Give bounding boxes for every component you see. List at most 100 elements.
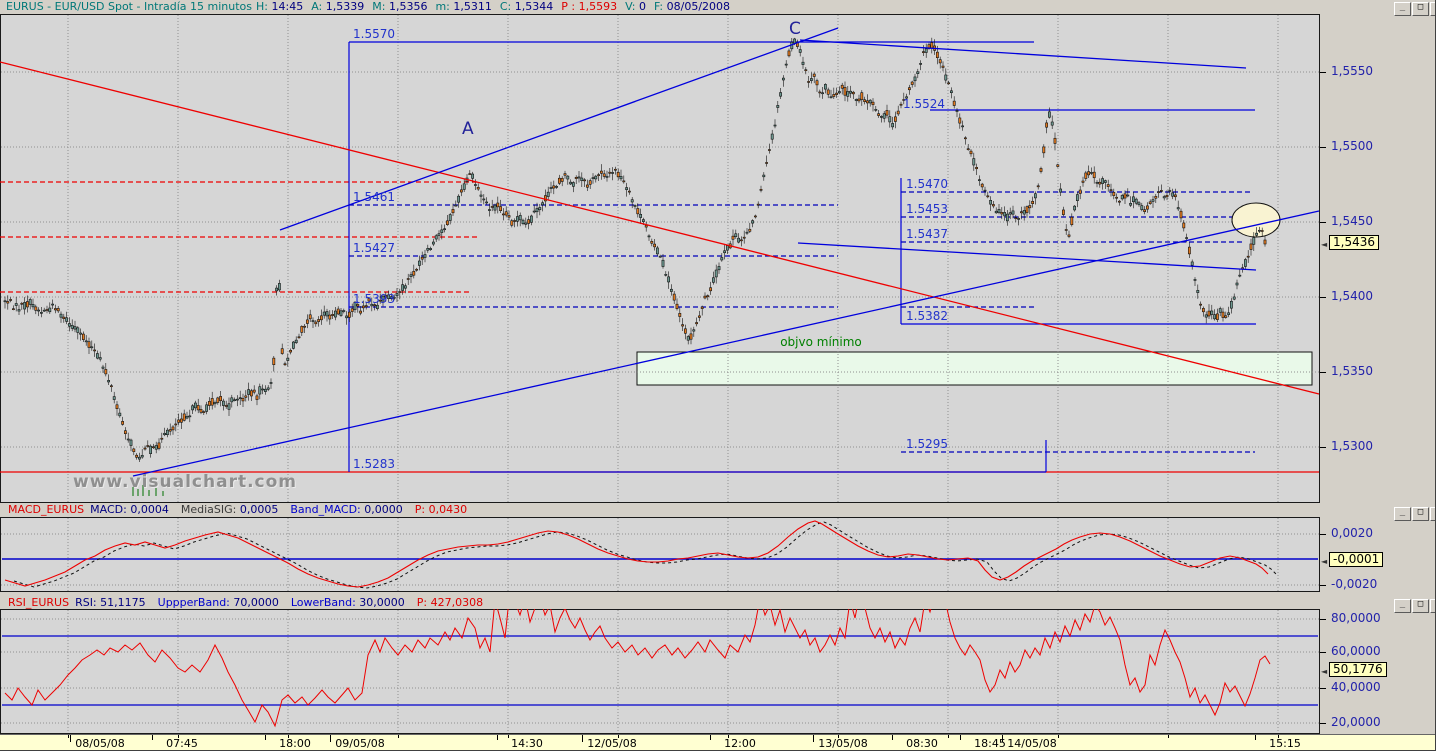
rsi-indicator-name: RSI_EURUS [8, 596, 70, 609]
price-axis-label: 1,5500 [1331, 139, 1373, 153]
macd-last-value-badge: -0,0001 ◄ [1321, 552, 1384, 567]
titlebar-field-value: 1,5593 [578, 0, 618, 13]
chart-titlebar: EURUS - EUR/USD Spot - Intradía 15 minut… [0, 0, 1435, 14]
rsi-axis-label: 60,0000 [1331, 644, 1381, 658]
time-axis-time-label: 07:45 [166, 737, 198, 750]
rsi-panel-header: RSI_EURUS RSI: 51,1175 UppperBand: 70,0000… [0, 596, 1328, 610]
price-axis-column[interactable]: 1,5550 1,5500 1,5450 1,5400 1,5350 1,5300 1,54… [1320, 0, 1435, 750]
rsi-field-value: 427,0308 [430, 596, 484, 609]
macd-field-value: 0,0004 [130, 503, 169, 516]
titlebar-field-label: H: 14:45 [256, 0, 304, 13]
time-axis-time-label: 15:15 [1269, 737, 1301, 750]
trendline [799, 39, 1247, 69]
time-axis-time-label: 18:45 [974, 737, 1006, 750]
macd-field-value: 0,0005 [239, 503, 279, 516]
trendline [0, 61, 1320, 395]
trendline [797, 242, 1257, 271]
panel-window-buttons: _□× [1394, 2, 1435, 16]
time-axis[interactable]: 08/05/08 07:45 18:00 09/05/08 14:30 12/05/08 1… [0, 734, 1435, 750]
wave-label-C: C [789, 19, 801, 39]
rsi-axis-label: 20,0000 [1331, 715, 1381, 729]
rsi-field-value: 70,0000 [233, 596, 279, 609]
close-button[interactable]: × [1430, 2, 1435, 16]
minimize-button[interactable]: _ [1394, 507, 1411, 521]
minimize-button[interactable]: _ [1394, 599, 1411, 613]
level-label: 1.5453 [906, 202, 948, 216]
titlebar-field-value: 1,5344 [514, 0, 554, 13]
rsi-field-label: LowerBand: 30,0000 [290, 596, 405, 609]
badge-arrow-icon: ◄ [1321, 667, 1328, 676]
level-label: 1.5470 [906, 177, 948, 191]
titlebar-field-label: C: 1,5344 [499, 0, 554, 13]
badge-arrow-icon: ◄ [1321, 557, 1328, 566]
maximize-button[interactable]: □ [1412, 2, 1429, 16]
highlight-ellipse [1231, 202, 1281, 238]
price-axis-label: 1,5350 [1331, 364, 1373, 378]
level-label: 1.5283 [353, 457, 395, 471]
maximize-button[interactable]: □ [1412, 599, 1429, 613]
macd-axis-label: 0,0020 [1331, 526, 1373, 540]
rsi-chart[interactable] [0, 609, 1320, 734]
macd-field-value: 0,0000 [364, 503, 403, 516]
price-last-value-badge: 1,5436 ◄ [1321, 235, 1379, 250]
target-zone [636, 351, 1313, 386]
macd-panel-header: MACD_EURUS MACD: 0,0004 MediaSIG: 0,0005 Ba… [0, 503, 1328, 517]
level-label: 1.5393 [353, 292, 395, 306]
panel-window-buttons: _□× [1394, 507, 1435, 521]
level-label: 1.5524 [903, 97, 945, 111]
macd-line [4, 520, 1269, 588]
macd-axis-label: -0,0020 [1331, 577, 1378, 591]
titlebar-field-value: 0 [638, 0, 646, 13]
close-button[interactable]: × [1430, 507, 1435, 521]
time-axis-date-label: 09/05/08 [335, 737, 385, 750]
main-price-chart[interactable]: 1.5570 1.5461 1.5427 1.5393 1.5470 1.5453 1.54… [0, 14, 1320, 503]
rsi-field-label: UppperBand: 70,0000 [157, 596, 279, 609]
time-axis-date-label: 14/05/08 [1007, 737, 1057, 750]
rsi-axis-label: 40,0000 [1331, 680, 1381, 694]
macd-field-label: MediaSIG: 0,0005 [180, 503, 279, 516]
macd-chart[interactable] [0, 517, 1320, 592]
level-label: 1.5427 [353, 241, 395, 255]
rsi-field-value: 30,0000 [359, 596, 405, 609]
titlebar-field-value: 1,5339 [325, 0, 365, 13]
time-axis-time-label: 14:30 [511, 737, 543, 750]
close-button[interactable]: × [1430, 599, 1435, 613]
titlebar-field-label: m: 1,5311 [435, 0, 492, 13]
price-axis-label: 1,5550 [1331, 64, 1373, 78]
maximize-button[interactable]: □ [1412, 507, 1429, 521]
rsi-axis-label: 80,0000 [1331, 611, 1381, 625]
titlebar-field-value: 1,5311 [453, 0, 492, 13]
panel-window-buttons: _□× [1394, 599, 1435, 613]
minimize-button[interactable]: _ [1394, 2, 1411, 16]
wave-label-A: A [462, 119, 474, 139]
time-axis-time-label: 18:00 [279, 737, 311, 750]
price-axis-label: 1,5400 [1331, 289, 1373, 303]
titlebar-field-label: P : 1,5593 [561, 0, 618, 13]
badge-arrow-icon: ◄ [1321, 240, 1328, 249]
candlestick-series [3, 37, 1267, 462]
rsi-field-label: RSI: 51,1175 [75, 596, 146, 609]
trendline [132, 210, 1320, 477]
level-label: 1.5437 [906, 227, 948, 241]
trendline [279, 27, 839, 231]
price-axis-label: 1,5300 [1331, 439, 1373, 453]
time-axis-time-label: 08:30 [906, 737, 938, 750]
rsi-field-value: 51,1175 [100, 596, 146, 609]
rsi-last-value-badge: 50,1776 ◄ [1321, 662, 1387, 677]
rsi-field-label: P: 427,0308 [416, 596, 484, 609]
macd-field-value: 0,0430 [428, 503, 468, 516]
level-label: 1.5461 [353, 190, 395, 204]
level-label: 1.5570 [353, 27, 395, 41]
titlebar-field-value: 1,5356 [388, 0, 428, 13]
time-axis-time-label: 12:00 [724, 737, 756, 750]
symbol-title: EURUS - EUR/USD Spot - Intradía 15 minut… [6, 0, 253, 13]
price-axis-label: 1,5450 [1331, 214, 1373, 228]
titlebar-field-label: F: 08/05/2008 [653, 0, 731, 13]
time-axis-date-label: 08/05/08 [75, 737, 125, 750]
macd-field-label: P: 0,0430 [414, 503, 468, 516]
time-axis-date-label: 12/05/08 [587, 737, 637, 750]
level-label: 1.5382 [906, 309, 948, 323]
macd-field-label: Band_MACD: 0,0000 [290, 503, 403, 516]
macd-signal-line [13, 521, 1278, 589]
